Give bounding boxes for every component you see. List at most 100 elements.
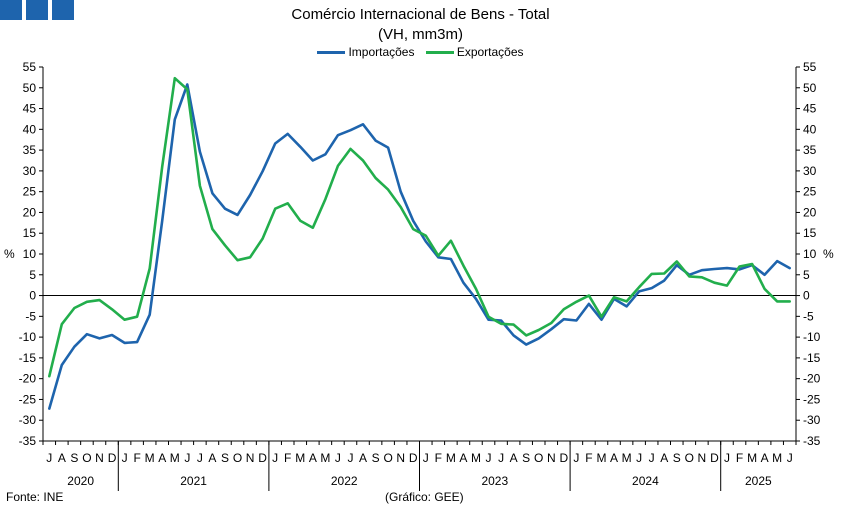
y-tick-label-right: -30 [803,413,821,427]
x-tick-label: M [295,451,305,465]
y-axis-label-right: % [823,247,834,261]
logo-square-3 [52,0,74,20]
x-tick-label: M [747,451,757,465]
x-tick-label: A [359,451,367,465]
x-tick-label: M [170,451,180,465]
x-tick-label: D [710,451,719,465]
y-tick-label-right: 40 [803,122,817,136]
y-tick-label-right: 5 [803,268,810,282]
logo-square-2 [26,0,48,20]
x-tick-label: S [221,451,229,465]
x-tick-label: J [122,451,128,465]
legend-swatch-importacoes [317,51,346,55]
y-tick-label-left: 5 [29,268,36,282]
x-tick-label: F [736,451,743,465]
legend-item-exportacoes: Exportações [425,45,524,59]
logo-square-1 [0,0,22,20]
y-tick-label-right: 55 [803,60,817,74]
x-tick-label: J [486,451,492,465]
y-tick-label-left: -25 [19,392,37,406]
x-tick-label: D [409,451,418,465]
x-tick-label: N [246,451,255,465]
year-label: 2024 [632,474,659,488]
chart-legend: Importações Exportações [0,45,841,59]
y-tick-label-left: 40 [23,122,37,136]
x-tick-label: M [446,451,456,465]
chart-subtitle: (VH, mm3m) [378,26,463,43]
x-tick-label: F [435,451,442,465]
credit-note: (Gráfico: GEE) [385,490,464,504]
x-tick-label: A [761,451,769,465]
y-tick-label-left: -30 [19,413,37,427]
y-tick-label-left: 35 [23,143,37,157]
y-tick-label-left: 10 [23,247,37,261]
x-tick-label: J [272,451,278,465]
x-tick-label: M [471,451,481,465]
x-tick-label: F [133,451,140,465]
year-label: 2020 [67,474,94,488]
x-tick-label: D [559,451,568,465]
x-tick-label: A [459,451,467,465]
y-tick-label-left: 20 [23,205,37,219]
y-tick-label-right: 35 [803,143,817,157]
legend-swatch-exportacoes [425,51,454,55]
y-tick-label-right: -10 [803,330,821,344]
x-tick-label: D [108,451,117,465]
x-tick-label: J [573,451,579,465]
x-tick-label: O [383,451,392,465]
y-tick-label-right: 45 [803,102,817,116]
y-tick-label-right: -15 [803,351,821,365]
y-tick-label-right: -20 [803,372,821,386]
x-tick-label: M [320,451,330,465]
x-tick-label: J [423,451,429,465]
y-tick-label-left: 55 [23,60,37,74]
y-tick-label-left: -20 [19,372,37,386]
legend-item-importacoes: Importações [317,45,414,59]
x-tick-label: J [498,451,504,465]
x-tick-label: A [158,451,166,465]
y-tick-label-left: 25 [23,185,37,199]
y-tick-label-left: -5 [25,309,36,323]
x-tick-label: F [585,451,592,465]
year-label: 2021 [180,474,207,488]
y-tick-label-left: -15 [19,351,37,365]
y-tick-label-left: 50 [23,81,37,95]
x-tick-label: M [596,451,606,465]
y-tick-label-left: -35 [19,434,37,448]
x-tick-label: N [547,451,556,465]
y-tick-label-right: -5 [803,309,814,323]
x-tick-label: S [673,451,681,465]
y-tick-label-left: -10 [19,330,37,344]
legend-label-importacoes: Importações [348,45,415,59]
y-tick-label-right: 0 [803,289,810,303]
x-tick-label: N [95,451,104,465]
x-tick-label: O [685,451,694,465]
y-tick-label-right: 50 [803,81,817,95]
y-tick-label-right: 10 [803,247,817,261]
x-tick-label: N [698,451,707,465]
x-tick-label: S [522,451,530,465]
y-tick-label-right: 25 [803,185,817,199]
x-tick-label: J [197,451,203,465]
x-tick-label: D [258,451,267,465]
x-tick-label: A [610,451,618,465]
x-tick-label: J [347,451,353,465]
x-tick-label: F [284,451,291,465]
x-tick-label: A [510,451,518,465]
y-tick-label-right: -35 [803,434,821,448]
chart-title: Comércio Internacional de Bens - Total [291,6,550,23]
x-tick-label: J [184,451,190,465]
year-label: 2022 [331,474,358,488]
x-tick-label: O [534,451,543,465]
x-tick-label: N [396,451,405,465]
x-tick-label: O [233,451,242,465]
x-tick-label: A [58,451,66,465]
series-line-importacoes [47,83,792,410]
x-tick-label: A [660,451,668,465]
y-tick-label-left: 15 [23,226,37,240]
x-tick-label: J [46,451,52,465]
x-tick-label: O [82,451,91,465]
chart-lines [47,76,792,410]
